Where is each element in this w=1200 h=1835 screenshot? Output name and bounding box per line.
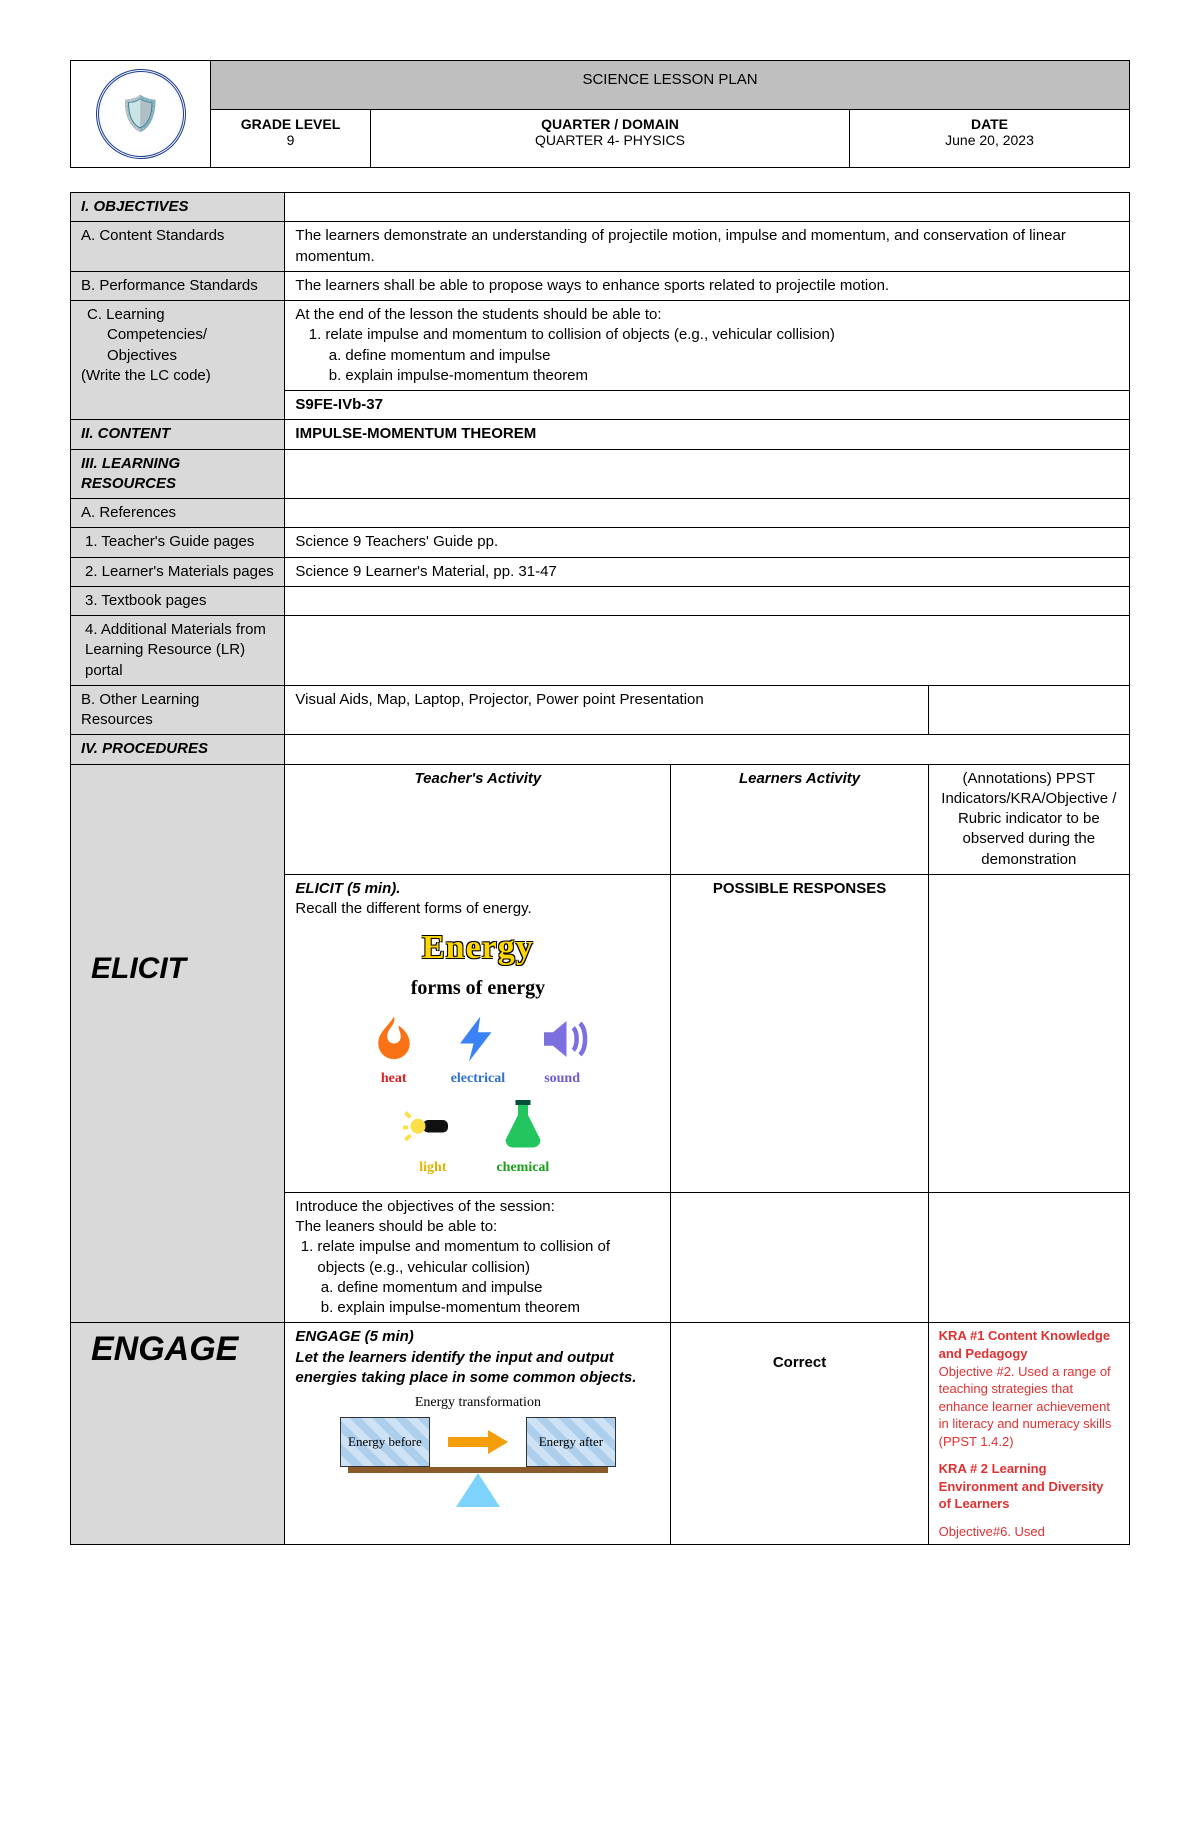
correct-response: Correct [671, 1323, 928, 1545]
engage-teacher: ENGAGE (5 min) Let the learners identify… [285, 1323, 671, 1545]
grade-label: GRADE LEVEL [221, 116, 360, 132]
quarter-label: QUARTER / DOMAIN [381, 116, 839, 132]
electrical-icon: electrical [451, 1012, 505, 1089]
perf-std: The learners shall be able to propose wa… [285, 271, 1130, 300]
shield-icon: 🛡️ [119, 94, 161, 134]
energy-transform-diagram: Energy transformation Energy before Ener… [295, 1394, 660, 1507]
content-std: The learners demonstrate an understandin… [285, 222, 1130, 272]
tg-value: Science 9 Teachers' Guide pp. [285, 528, 1130, 557]
possible-responses: POSSIBLE RESPONSES [671, 874, 928, 1192]
lm-label: 2. Learner's Materials pages [71, 557, 285, 586]
lr-label: 4. Additional Materials from Learning Re… [71, 616, 285, 686]
resources-head: III. LEARNING RESOURCES [71, 449, 285, 499]
content-head: II. CONTENT [71, 420, 285, 449]
heat-icon: heat [367, 1012, 421, 1089]
date-col: DATE June 20, 2023 [850, 109, 1130, 167]
quarter-col: QUARTER / DOMAIN QUARTER 4- PHYSICS [371, 109, 850, 167]
sound-icon: sound [535, 1012, 589, 1089]
quarter-value: QUARTER 4- PHYSICS [381, 132, 839, 148]
deped-logo: 🛡️ [96, 69, 186, 159]
learn-comp-label: C. Learning Competencies/ Objectives (Wr… [71, 301, 285, 420]
objectives-head: I. OBJECTIVES [71, 193, 285, 222]
engage-annotations: KRA #1 Content Knowledge and Pedagogy Ob… [928, 1323, 1129, 1545]
tg-label: 1. Teacher's Guide pages [71, 528, 285, 557]
header-table: 🛡️ SCIENCE LESSON PLAN GRADE LEVEL 9 QUA… [70, 60, 1130, 168]
energy-after-box: Energy after [526, 1417, 616, 1467]
lc-code: S9FE-IVb-37 [285, 391, 1130, 420]
page-title: SCIENCE LESSON PLAN [211, 61, 1130, 110]
grade-value: 9 [221, 132, 360, 148]
lesson-plan-table: I. OBJECTIVES A. Content Standards The l… [70, 192, 1130, 1545]
chemical-icon: chemical [493, 1095, 553, 1178]
other-res-value: Visual Aids, Map, Laptop, Projector, Pow… [285, 685, 928, 735]
references-label: A. References [71, 499, 285, 528]
lm-value: Science 9 Learner's Material, pp. 31-47 [285, 557, 1130, 586]
annotation-head: (Annotations) PPST Indicators/KRA/Object… [928, 764, 1129, 874]
date-label: DATE [860, 116, 1119, 132]
date-value: June 20, 2023 [860, 132, 1119, 148]
forms-title: forms of energy [295, 975, 660, 1002]
tb-label: 3. Textbook pages [71, 586, 285, 615]
elicit-objectives: Introduce the objectives of the session:… [285, 1192, 671, 1323]
perf-std-label: B. Performance Standards [71, 271, 285, 300]
elicit-teacher: ELICIT (5 min). Recall the different for… [285, 874, 671, 1192]
energy-before-box: Energy before [340, 1417, 430, 1467]
stage-elicit: ELICIT [71, 764, 285, 1323]
other-res-label: B. Other Learning Resources [71, 685, 285, 735]
procedures-head: IV. PROCEDURES [71, 735, 285, 764]
content-value: IMPULSE-MOMENTUM THEOREM [285, 420, 1130, 449]
arrow-icon [448, 1430, 508, 1454]
learn-comp-body: At the end of the lesson the students sh… [285, 301, 1130, 391]
grade-col: GRADE LEVEL 9 [211, 109, 371, 167]
learner-activity-head: Learners Activity [671, 764, 928, 874]
energy-diagram: Energy forms of energy heat electrical s… [295, 919, 660, 1188]
stage-engage: ENGAGE [71, 1323, 285, 1545]
teacher-activity-head: Teacher's Activity [285, 764, 671, 874]
light-icon: light [403, 1095, 463, 1178]
logo-cell: 🛡️ [71, 61, 211, 168]
energy-title: Energy [295, 925, 660, 971]
content-std-label: A. Content Standards [71, 222, 285, 272]
